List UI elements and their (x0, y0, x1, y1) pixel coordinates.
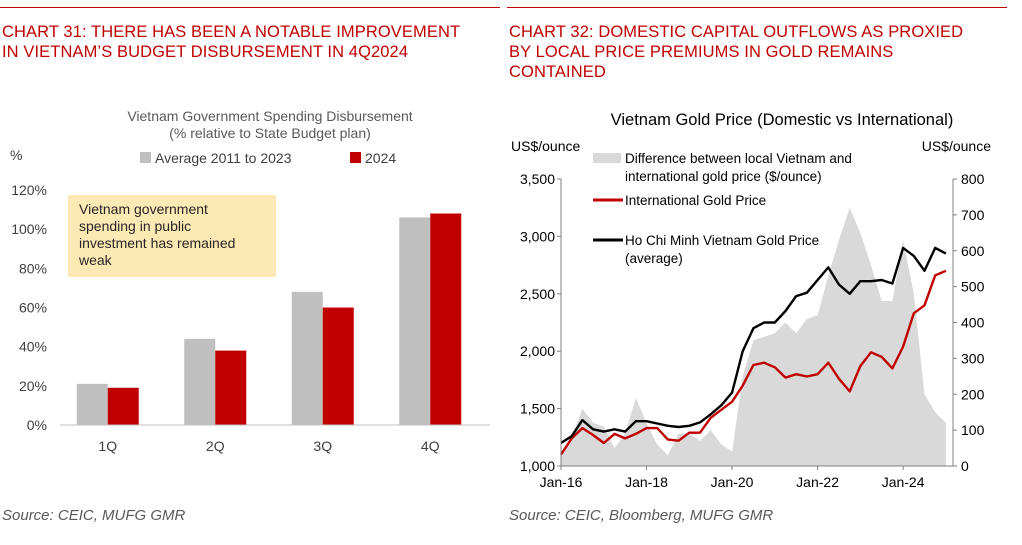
chart-32-heading: CHART 32: DOMESTIC CAPITAL OUTFLOWS AS P… (509, 22, 1007, 82)
annotation-callout (68, 195, 276, 277)
chart-31-svg: Vietnam Government Spending Disbursement… (10, 108, 490, 454)
chart-32-svg: Vietnam Gold Price (Domestic vs Internat… (511, 111, 991, 490)
x-tick-label: 1Q (98, 438, 117, 454)
legend-label-international: International Gold Price (625, 193, 766, 208)
left-y-tick-label: 3,500 (520, 171, 555, 187)
chart-32-title: Vietnam Gold Price (Domestic vs Internat… (611, 111, 954, 129)
left-y-tick-label: 1,000 (520, 458, 555, 474)
chart-31-heading-line-1: CHART 31: THERE HAS BEEN A NOTABLE IMPRO… (2, 23, 461, 41)
international-gold-price-line (560, 269, 947, 456)
right-y-tick-label: 400 (961, 315, 985, 331)
legend-label-hcm-line-1: Ho Chi Minh Vietnam Gold Price (625, 233, 819, 248)
legend-swatch-average (140, 152, 151, 163)
legend-swatch-2024 (350, 152, 361, 163)
right-y-tick-label: 300 (961, 350, 985, 366)
x-tick-label: Jan-18 (625, 474, 668, 490)
x-tick-label: Jan-20 (711, 474, 754, 490)
y-tick-label: 100% (11, 221, 47, 237)
chart-32-panel: CHART 32: DOMESTIC CAPITAL OUTFLOWS AS P… (507, 0, 1007, 545)
left-y-tick-label: 2,000 (520, 343, 555, 359)
hcm-gold-price-line (560, 246, 947, 445)
chart-31-y-axis-label: % (10, 147, 22, 163)
y-tick-label: 0% (27, 417, 47, 433)
bar-average-4q (399, 217, 431, 425)
y-tick-label: 120% (11, 182, 47, 198)
right-y-tick-label: 100 (961, 422, 985, 438)
annotation-line-4: weak (78, 252, 113, 268)
chart-31-subtitle: (% relative to State Budget plan) (169, 125, 371, 141)
chart-32-source: Source: CEIC, Bloomberg, MUFG GMR (509, 507, 774, 524)
right-y-tick-label: 600 (961, 243, 985, 259)
heading-rule (507, 7, 1007, 8)
right-y-tick-label: 700 (961, 207, 985, 223)
right-y-tick-label: 200 (961, 386, 985, 402)
chart-31-title: Vietnam Government Spending Disbursement (127, 108, 412, 124)
annotation-line-2: spending in public (79, 218, 191, 234)
premium-area (561, 207, 946, 466)
chart-31-heading-line-2: IN VIETNAM’S BUDGET DISBURSEMENT IN 4Q20… (2, 43, 409, 61)
right-y-tick-label: 800 (961, 171, 985, 187)
bar-average-2q (184, 338, 216, 425)
annotation-line-3: investment has remained (79, 235, 235, 251)
right-y-tick-label: 0 (961, 458, 969, 474)
legend-label-hcm-line-2: (average) (625, 251, 683, 266)
chart-32-heading-line-3: CONTAINED (509, 63, 606, 81)
legend-label-average: Average 2011 to 2023 (155, 150, 292, 166)
right-y-tick-label: 500 (961, 279, 985, 295)
chart-31-source: Source: CEIC, MUFG GMR (2, 507, 186, 524)
y-tick-label: 40% (19, 339, 47, 355)
x-tick-label: 2Q (206, 438, 225, 454)
x-tick-label: Jan-24 (882, 474, 925, 490)
x-tick-label: 3Q (313, 438, 332, 454)
chart-32-left-axis-label: US$/ounce (511, 138, 580, 154)
heading-rule (0, 7, 500, 8)
chart-32-heading-line-2: BY LOCAL PRICE PREMIUMS IN GOLD REMAINS (509, 43, 894, 61)
legend-label-2024: 2024 (365, 150, 396, 166)
x-tick-label: Jan-16 (540, 474, 583, 490)
bar-2024-3q (322, 307, 354, 425)
bar-2024-1q (107, 387, 139, 425)
x-tick-label: Jan-22 (796, 474, 839, 490)
chart-32-right-axis-label: US$/ounce (922, 138, 991, 154)
y-tick-label: 80% (19, 260, 47, 276)
annotation-line-1: Vietnam government (79, 201, 208, 217)
x-tick-label: 4Q (421, 438, 440, 454)
left-y-tick-label: 3,000 (520, 228, 555, 244)
bar-average-1q (76, 383, 108, 425)
chart-31-panel: CHART 31: THERE HAS BEEN A NOTABLE IMPRO… (0, 0, 500, 545)
bar-average-3q (291, 291, 323, 425)
chart-31-heading: CHART 31: THERE HAS BEEN A NOTABLE IMPRO… (2, 22, 500, 62)
y-tick-label: 60% (19, 300, 47, 316)
y-tick-label: 20% (19, 378, 47, 394)
bar-2024-2q (215, 350, 247, 425)
legend-label-premium-line-2: international gold price ($/ounce) (625, 169, 822, 184)
left-y-tick-label: 2,500 (520, 286, 555, 302)
legend-label-premium-line-1: Difference between local Vietnam and (625, 151, 852, 166)
chart-32-heading-line-1: CHART 32: DOMESTIC CAPITAL OUTFLOWS AS P… (509, 23, 964, 41)
legend-swatch-premium (593, 153, 621, 163)
bar-2024-4q (430, 213, 462, 425)
left-y-tick-label: 1,500 (520, 401, 555, 417)
